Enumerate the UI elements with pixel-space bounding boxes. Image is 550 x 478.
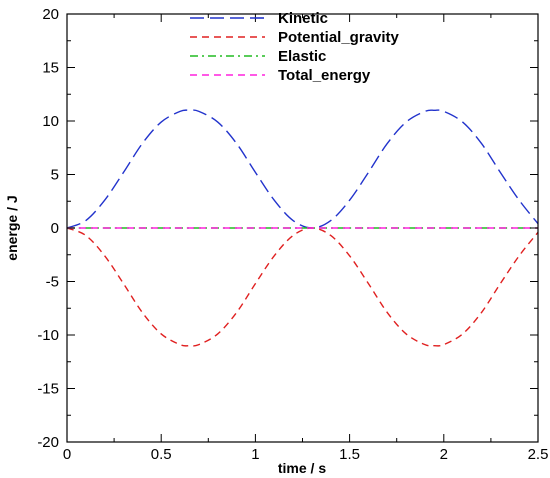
x-tick-label: 2 — [440, 446, 448, 463]
y-tick-label: 15 — [42, 60, 59, 77]
y-tick-label: -15 — [37, 381, 59, 398]
x-axis-title: time / s — [278, 460, 326, 476]
x-tick-label: 1.5 — [339, 446, 360, 463]
x-tick-label: 0.5 — [151, 446, 172, 463]
x-tick-label: 1 — [251, 446, 259, 463]
legend-label-kinetic: Kinetic — [278, 10, 328, 27]
x-tick-label: 0 — [63, 446, 71, 463]
y-tick-label: 20 — [42, 6, 59, 23]
legend: Kinetic Potential_gravity Elastic Total_ene… — [190, 10, 400, 84]
legend-label-elastic: Elastic — [278, 48, 326, 65]
legend-label-potential-gravity: Potential_gravity — [278, 29, 400, 46]
series-line-kinetic — [66, 109, 539, 229]
y-tick-label: -5 — [46, 274, 59, 291]
y-axis: -20 -15 -10 -5 0 5 10 15 20 — [37, 6, 538, 451]
x-axis: 0 0.5 1 1.5 2 2.5 — [63, 14, 549, 463]
series-line-potential-gravity — [66, 227, 539, 347]
legend-label-total-energy: Total_energy — [278, 67, 371, 84]
y-tick-label: 10 — [42, 113, 59, 130]
y-tick-label: 0 — [51, 220, 59, 237]
series-lines — [66, 109, 539, 347]
y-axis-title: energe / J — [4, 195, 20, 260]
y-tick-label: -10 — [37, 327, 59, 344]
y-tick-label: -20 — [37, 434, 59, 451]
y-tick-label: 5 — [51, 167, 59, 184]
x-tick-label: 2.5 — [528, 446, 549, 463]
